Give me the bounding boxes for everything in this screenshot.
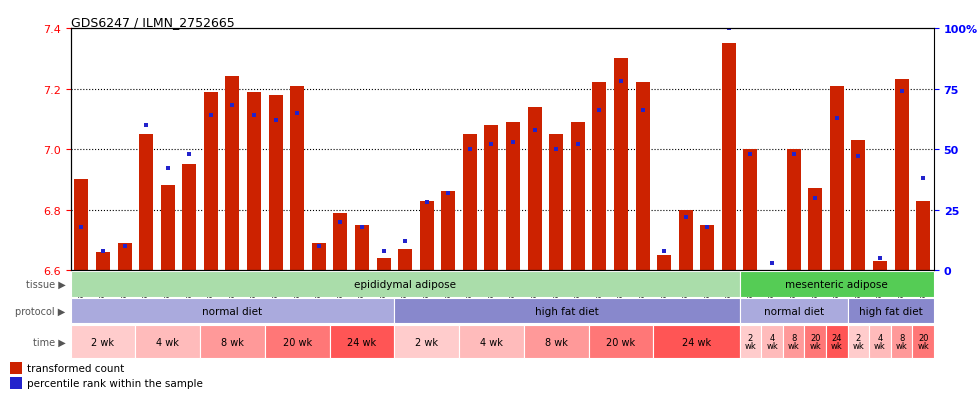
Text: epididymal adipose: epididymal adipose — [354, 279, 456, 289]
Text: 4 wk: 4 wk — [156, 337, 179, 347]
Bar — [916, 201, 930, 271]
Text: 8 wk: 8 wk — [221, 337, 244, 347]
Bar — [10, 363, 22, 374]
Text: normal diet: normal diet — [203, 306, 263, 316]
Text: 4
wk: 4 wk — [874, 333, 886, 350]
Text: high fat diet: high fat diet — [535, 306, 599, 316]
Bar — [247, 93, 261, 271]
Bar — [830, 86, 844, 271]
Text: mesenteric adipose: mesenteric adipose — [785, 279, 888, 289]
Bar — [808, 189, 822, 271]
Bar — [740, 271, 934, 297]
Bar — [744, 150, 758, 271]
Text: high fat diet: high fat diet — [858, 306, 922, 316]
Bar — [783, 325, 805, 358]
Text: 8
wk: 8 wk — [788, 333, 800, 350]
Text: 24 wk: 24 wk — [347, 337, 376, 347]
Bar — [329, 325, 394, 358]
Text: 2 wk: 2 wk — [91, 337, 115, 347]
Bar — [740, 325, 761, 358]
Bar — [355, 225, 368, 271]
Bar — [290, 86, 304, 271]
Text: 4 wk: 4 wk — [480, 337, 503, 347]
Bar — [394, 298, 740, 324]
Bar — [805, 325, 826, 358]
Bar — [701, 225, 714, 271]
Bar — [873, 261, 887, 271]
Text: 2
wk: 2 wk — [745, 333, 757, 350]
Bar — [848, 298, 934, 324]
Bar — [10, 377, 22, 389]
Bar — [74, 180, 88, 271]
Bar — [135, 325, 200, 358]
Text: 20 wk: 20 wk — [282, 337, 312, 347]
Bar — [891, 325, 912, 358]
Bar — [679, 210, 693, 271]
Bar — [654, 325, 740, 358]
Bar — [722, 44, 736, 271]
Bar — [463, 135, 477, 271]
Bar — [269, 95, 282, 271]
Text: 24
wk: 24 wk — [831, 333, 843, 350]
Bar — [761, 325, 783, 358]
Bar — [787, 150, 801, 271]
Bar — [71, 271, 740, 297]
Bar — [524, 325, 589, 358]
Bar — [71, 325, 135, 358]
Bar — [826, 325, 848, 358]
Bar — [592, 83, 607, 271]
Text: transformed count: transformed count — [27, 363, 124, 373]
Text: percentile rank within the sample: percentile rank within the sample — [27, 378, 203, 388]
Text: GDS6247 / ILMN_2752665: GDS6247 / ILMN_2752665 — [71, 16, 234, 29]
Bar — [658, 255, 671, 271]
Bar — [484, 126, 499, 271]
Bar — [265, 325, 329, 358]
Bar — [398, 249, 413, 271]
Bar — [139, 135, 153, 271]
Bar — [589, 325, 654, 358]
Bar — [852, 141, 865, 271]
Bar — [912, 325, 934, 358]
Bar — [740, 298, 848, 324]
Text: tissue ▶: tissue ▶ — [25, 279, 66, 289]
Bar — [848, 325, 869, 358]
Text: 4
wk: 4 wk — [766, 333, 778, 350]
Text: 24 wk: 24 wk — [682, 337, 711, 347]
Bar — [161, 186, 174, 271]
Bar — [96, 252, 110, 271]
Bar — [376, 259, 391, 271]
Text: 20 wk: 20 wk — [607, 337, 635, 347]
Text: 20
wk: 20 wk — [809, 333, 821, 350]
Bar — [636, 83, 650, 271]
Text: 2 wk: 2 wk — [416, 337, 438, 347]
Bar — [200, 325, 265, 358]
Bar — [869, 325, 891, 358]
Bar — [225, 77, 239, 271]
Bar — [394, 325, 459, 358]
Bar — [459, 325, 524, 358]
Bar — [506, 123, 520, 271]
Bar — [333, 213, 347, 271]
Bar — [570, 123, 585, 271]
Text: 2
wk: 2 wk — [853, 333, 864, 350]
Bar — [71, 298, 394, 324]
Text: protocol ▶: protocol ▶ — [16, 306, 66, 316]
Bar — [419, 201, 434, 271]
Bar — [204, 93, 218, 271]
Text: normal diet: normal diet — [763, 306, 824, 316]
Bar — [527, 107, 542, 271]
Text: 8 wk: 8 wk — [545, 337, 567, 347]
Text: time ▶: time ▶ — [33, 337, 66, 347]
Bar — [895, 80, 908, 271]
Text: 8
wk: 8 wk — [896, 333, 907, 350]
Bar — [613, 59, 628, 271]
Bar — [441, 192, 456, 271]
Bar — [182, 165, 196, 271]
Text: 20
wk: 20 wk — [917, 333, 929, 350]
Bar — [549, 135, 564, 271]
Bar — [312, 243, 325, 271]
Bar — [118, 243, 131, 271]
